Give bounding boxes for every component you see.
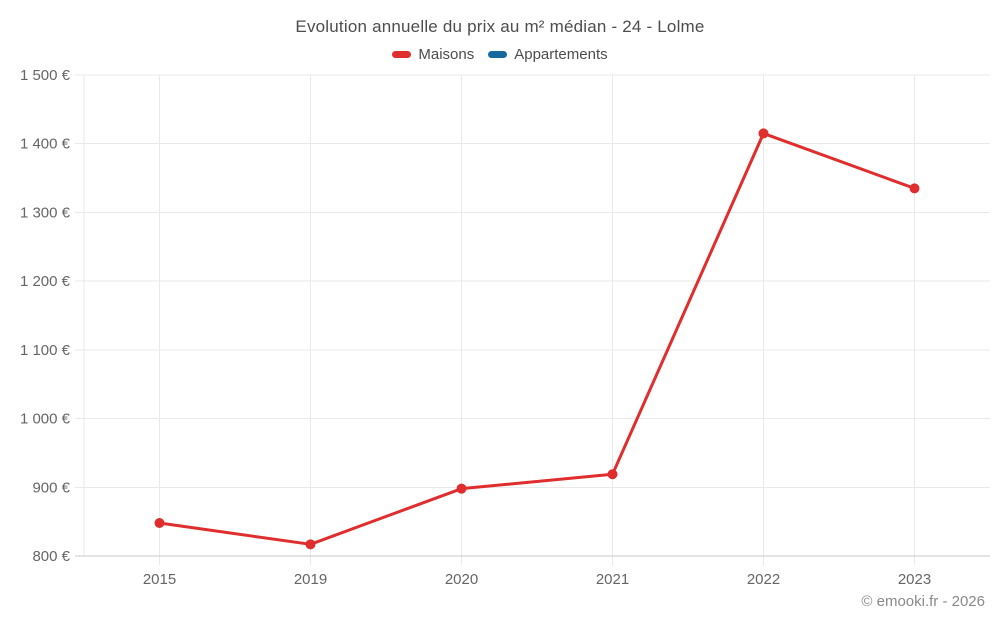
y-axis-tick-label: 800 € bbox=[32, 548, 70, 565]
legend-label-appartements: Appartements bbox=[514, 46, 608, 63]
x-axis-tick-label-2015: 2015 bbox=[143, 571, 176, 588]
chart-title: Evolution annuelle du prix au m² médian … bbox=[295, 17, 705, 36]
data-point-maisons-2019[interactable] bbox=[305, 539, 316, 550]
appartements-series-swatch-icon bbox=[488, 51, 508, 58]
footer-credit: © emooki.fr - 2026 bbox=[861, 593, 985, 610]
maisons-series-swatch-icon bbox=[392, 51, 412, 58]
legend-item-maisons[interactable]: Maisons bbox=[392, 46, 474, 63]
legend-label-maisons: Maisons bbox=[418, 46, 475, 63]
y-axis-tick-label: 1 400 € bbox=[20, 136, 71, 153]
y-axis-tick-label: 900 € bbox=[32, 479, 70, 496]
y-axis-tick-label: 1 500 € bbox=[20, 67, 71, 84]
legend-item-appartements[interactable]: Appartements bbox=[488, 46, 608, 63]
series-line-maisons bbox=[158, 131, 916, 546]
x-axis-tick-label-2020: 2020 bbox=[445, 571, 478, 588]
x-axis-tick-label-2019: 2019 bbox=[294, 571, 327, 588]
data-point-maisons-2023[interactable] bbox=[909, 183, 920, 194]
x-axis-tick-label-2021: 2021 bbox=[596, 571, 629, 588]
x-axis-tick-label-2022: 2022 bbox=[747, 571, 780, 588]
x-axis-tick-label-2023: 2023 bbox=[898, 571, 931, 588]
y-axis-tick-label: 1 000 € bbox=[20, 411, 71, 428]
data-point-maisons-2022[interactable] bbox=[758, 128, 769, 139]
data-point-maisons-2020[interactable] bbox=[456, 483, 467, 494]
y-axis-tick-label: 1 100 € bbox=[20, 342, 71, 359]
chart-legend: Maisons Appartements bbox=[0, 46, 1000, 63]
data-point-maisons-2021[interactable] bbox=[607, 469, 618, 480]
y-axis-tick-label: 1 300 € bbox=[20, 204, 71, 221]
data-point-maisons-2015[interactable] bbox=[154, 518, 165, 529]
y-axis-tick-label: 1 200 € bbox=[20, 273, 71, 290]
